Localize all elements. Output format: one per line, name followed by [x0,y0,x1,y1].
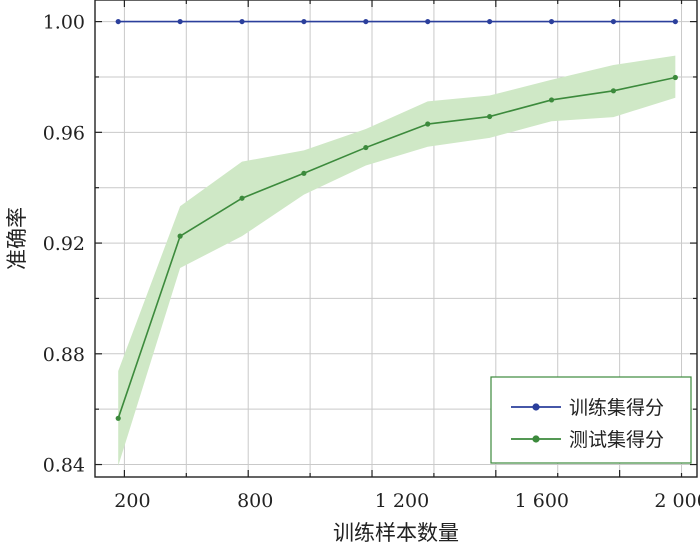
data-point [672,74,678,81]
legend-marker-1 [532,435,540,443]
legend-label-1: 测试集得分 [569,429,664,451]
axis-layer: 0.84 0.88 0.92 0.96 1.00 200 800 1 200 1 600 2 00… [43,0,700,512]
data-point [487,18,493,25]
data-point [239,195,245,201]
data-point [301,170,307,176]
data-point [610,18,617,25]
y-tick-label: 0.88 [43,344,85,366]
x-tick-label: 2 000 [654,490,700,512]
data-point [425,18,431,25]
data-point [548,18,555,25]
x-tick-label: 200 [114,490,150,512]
x-tick-label: 1 600 [515,490,569,512]
band-layer [118,55,676,466]
series-band-1 [118,55,676,466]
y-tick-label: 0.96 [43,122,85,144]
data-point [115,18,121,25]
x-axis-title: 训练样本数量 [333,521,459,545]
data-point [239,18,245,25]
line-layer [115,18,678,421]
series-line-1 [117,76,676,419]
x-tick-label: 800 [237,490,273,512]
data-point [672,18,678,25]
data-point [610,88,617,94]
legend-box [490,376,692,464]
data-point [177,18,183,25]
y-tick-label: 0.84 [43,455,85,477]
y-axis-title: 准确率 [5,207,29,270]
data-point [548,97,555,103]
legend-label-0: 训练集得分 [569,397,664,419]
data-point [115,415,121,421]
data-point [363,18,369,25]
legend-marker-0 [532,403,540,411]
data-point [363,144,369,151]
data-point [301,18,307,25]
y-tick-label: 1.00 [43,12,85,34]
x-tick-label: 1 200 [375,490,429,512]
data-point [425,121,431,127]
data-point [177,233,183,239]
y-tick-label: 0.92 [43,233,85,255]
data-point [487,113,493,120]
plot-frame [94,0,698,478]
